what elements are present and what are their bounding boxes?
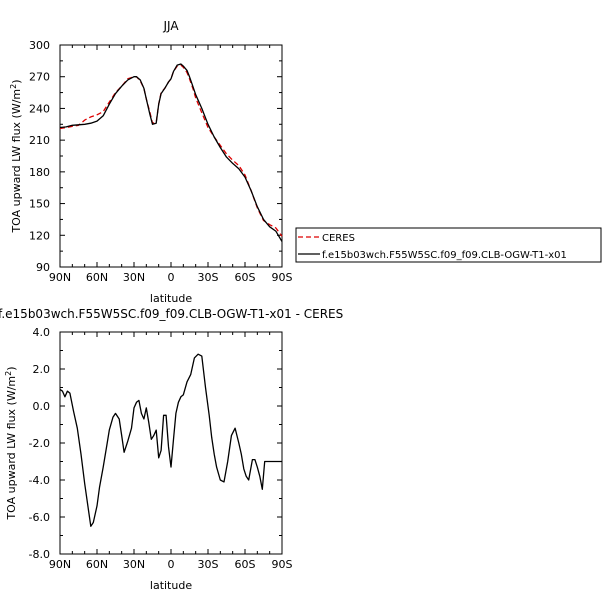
top-x-tick-label: 90S <box>272 271 293 284</box>
top-y-axis-label: TOA upward LW flux (W/m2) <box>9 79 23 233</box>
bottom-tick-labels: 90N 60N 30N 0 30S 60S 90S -8.0 -6.0 -4.0 -2.0 0.0 2.… <box>29 326 293 571</box>
legend-box <box>295 227 602 263</box>
top-x-tick-label: 60N <box>86 271 108 284</box>
top-series-lines <box>59 63 283 242</box>
top-tick-labels: 90N 60N 30N 0 30S 60S 90S 90 120 150 180 210 240 270 3… <box>29 39 293 284</box>
top-y-tick-label: 150 <box>29 198 50 211</box>
bottom-y-tick-label: 0.0 <box>33 400 51 413</box>
top-y-tick-label: 180 <box>29 166 50 179</box>
bottom-series-line-0 <box>59 353 282 527</box>
bottom-x-tick-label: 0 <box>168 558 175 571</box>
bottom-x-tick-label: 90S <box>272 558 293 571</box>
bottom-y-tick-label: -4.0 <box>29 474 50 487</box>
top-x-tick-label: 0 <box>168 271 175 284</box>
top-panel: JJA 90N 60N 30N 0 30S 60S 90S 90 120 150 180 210 240… <box>9 19 293 305</box>
top-x-tick-label: 90N <box>49 271 71 284</box>
bottom-series-lines <box>59 353 282 527</box>
top-series-line-1 <box>59 63 283 242</box>
bottom-x-tick-label: 60N <box>86 558 108 571</box>
bottom-y-tick-label: -8.0 <box>29 548 50 561</box>
top-y-tick-label: 210 <box>29 134 50 147</box>
bottom-y-tick-label: -2.0 <box>29 437 50 450</box>
bottom-y-tick-label: 4.0 <box>33 326 51 339</box>
bottom-chart-title: f.e15b03wch.F55W5SC.f09_f09.CLB-OGW-T1-x… <box>0 307 343 321</box>
top-x-tick-label: 60S <box>235 271 256 284</box>
top-y-tick-label: 90 <box>36 261 50 274</box>
bottom-y-tick-label: 2.0 <box>33 363 51 376</box>
legend: CERES f.e15b03wch.F55W5SC.f09_f09.CLB-OG… <box>295 227 602 263</box>
top-x-axis-label: latitude <box>150 292 192 305</box>
bottom-y-tick-label: -6.0 <box>29 511 50 524</box>
top-y-tick-label: 240 <box>29 102 50 115</box>
top-series-line-0 <box>59 64 283 237</box>
bottom-panel: f.e15b03wch.F55W5SC.f09_f09.CLB-OGW-T1-x… <box>0 307 343 592</box>
legend-label-model: f.e15b03wch.F55W5SC.f09_f09.CLB-OGW-T1-x… <box>322 250 567 261</box>
bottom-x-tick-label: 60S <box>235 558 256 571</box>
bottom-x-tick-label: 30S <box>198 558 219 571</box>
top-axis-ticks <box>59 44 283 268</box>
bottom-x-axis-label: latitude <box>150 579 192 592</box>
bottom-x-tick-label: 90N <box>49 558 71 571</box>
top-y-tick-label: 270 <box>29 71 50 84</box>
bottom-x-tick-label: 30N <box>123 558 145 571</box>
top-x-tick-label: 30S <box>198 271 219 284</box>
top-y-tick-label: 120 <box>29 229 50 242</box>
top-chart-title: JJA <box>162 19 179 33</box>
bottom-y-axis-label: TOA upward LW flux (W/m2) <box>4 366 18 520</box>
bottom-axis-ticks <box>59 331 283 555</box>
top-x-tick-label: 30N <box>123 271 145 284</box>
legend-label-ceres: CERES <box>322 233 355 244</box>
top-y-tick-label: 300 <box>29 39 50 52</box>
